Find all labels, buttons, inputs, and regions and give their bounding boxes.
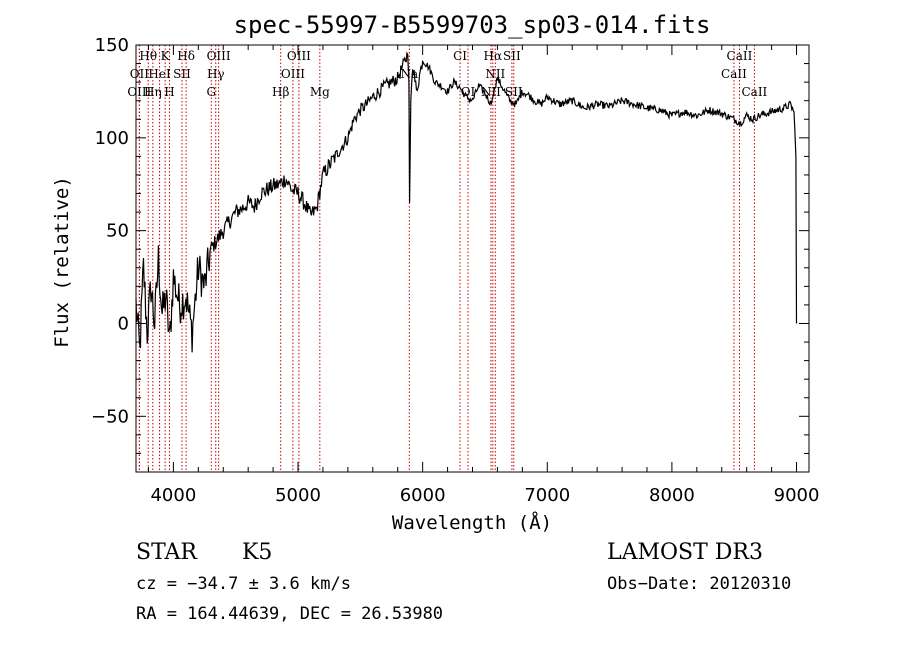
spectral-line-labels: Hθ OII OIII K HeI Hη SII H Hδ OIII Hγ G Hβ OIII OIII Mg… xyxy=(127,49,767,99)
spectral-line-label: Hβ xyxy=(272,85,289,99)
spectral-line-markers xyxy=(138,45,755,472)
spectral-line-label: K xyxy=(161,49,171,63)
coordinates-readout: RA = 164.44639, DEC = 26.53980 xyxy=(136,604,443,624)
spectral-line-label: OIII xyxy=(207,49,231,63)
x-axis-ticks: 4000 5000 6000 7000 8000 9000 xyxy=(147,45,820,506)
x-tick-label: 4000 xyxy=(150,485,196,506)
y-tick-label: 0 xyxy=(118,313,129,334)
survey-name: LAMOST DR3 xyxy=(607,540,763,565)
spectral-line-label: SII xyxy=(505,85,523,99)
redshift-readout: cz = −34.7 ± 3.6 km/s xyxy=(136,574,351,594)
x-tick-label: 7000 xyxy=(524,485,570,506)
spectral-line-label: Hδ xyxy=(177,49,195,63)
observation-date: Obs−Date: 20120310 xyxy=(607,574,791,594)
spectral-line-label: H xyxy=(164,85,174,99)
spectral-line-label: SII xyxy=(173,67,191,81)
spectral-line-label: Hη xyxy=(144,85,162,99)
spectral-line-label: Hα xyxy=(484,49,503,63)
y-tick-label: −50 xyxy=(91,406,129,427)
x-tick-label: 8000 xyxy=(649,485,695,506)
spectral-line-label: CaII xyxy=(727,49,753,63)
y-tick-label: 50 xyxy=(106,221,129,242)
spectral-line-label: OIII xyxy=(287,49,311,63)
object-class: STAR xyxy=(136,540,198,565)
y-axis-ticks: −50 0 50 100 150 xyxy=(91,35,809,454)
spectral-line-label: OIII xyxy=(127,85,151,99)
y-tick-label: 150 xyxy=(95,35,129,56)
spectral-line-label: SII xyxy=(503,49,521,63)
spectral-line-label: Mg xyxy=(310,85,330,99)
y-axis-label: Flux (relative) xyxy=(51,176,73,348)
spectral-line-label: OIII xyxy=(281,67,305,81)
x-tick-label: 6000 xyxy=(400,485,446,506)
spectral-line-label: G xyxy=(206,85,216,99)
spectral-line-label: CI xyxy=(453,49,467,63)
spectral-line-label: Hγ xyxy=(207,67,225,81)
y-tick-label: 100 xyxy=(95,128,129,149)
spectral-line-label: HeI xyxy=(148,67,171,81)
spectral-line-label: Hθ xyxy=(139,49,157,63)
spectral-line-label: CaII xyxy=(741,85,767,99)
x-tick-label: 9000 xyxy=(774,485,820,506)
spectrum-series-line xyxy=(135,51,798,353)
chart-title: spec-55997-B5599703_sp03-014.fits xyxy=(234,11,711,39)
spectral-line-label: NII xyxy=(485,67,505,81)
object-subclass: K5 xyxy=(242,540,272,565)
spectral-line-label: OII xyxy=(130,67,150,81)
x-axis-label: Wavelength (Å) xyxy=(392,511,552,534)
spectral-line-label: CaII xyxy=(721,67,747,81)
plot-frame xyxy=(135,44,810,473)
x-tick-label: 5000 xyxy=(275,485,321,506)
